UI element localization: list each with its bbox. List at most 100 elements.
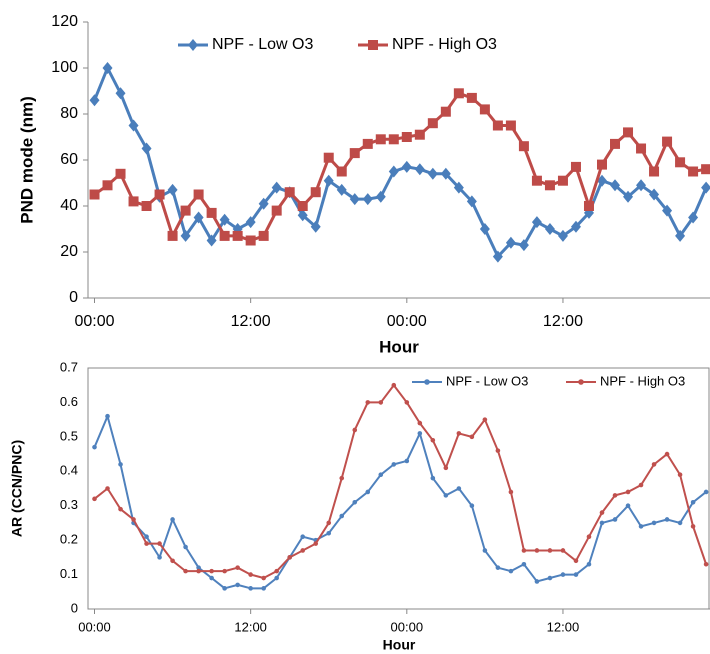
marker [258, 197, 269, 210]
legend-label: NPF - High O3 [392, 36, 497, 53]
marker [391, 462, 397, 467]
marker [258, 230, 269, 241]
marker [610, 138, 621, 149]
marker [375, 134, 386, 145]
marker [596, 159, 607, 170]
marker [401, 160, 412, 173]
marker [638, 524, 644, 529]
y-tick-label: 100 [51, 59, 78, 76]
marker [362, 138, 373, 149]
marker [492, 120, 503, 131]
marker [469, 434, 475, 440]
marker [443, 465, 449, 471]
marker [690, 499, 696, 505]
marker [284, 187, 295, 198]
marker [612, 493, 618, 498]
marker [89, 94, 100, 107]
marker [235, 565, 240, 570]
legend-marker [368, 40, 378, 50]
y-tick-label: 20 [60, 243, 78, 260]
x-tick-label: 00:00 [74, 313, 114, 330]
marker [349, 148, 360, 159]
marker [339, 513, 345, 519]
marker [362, 193, 373, 206]
marker [391, 382, 397, 388]
marker [349, 193, 360, 206]
marker [636, 143, 647, 154]
marker [310, 187, 321, 198]
marker [300, 548, 306, 553]
marker [313, 541, 319, 546]
marker [505, 236, 516, 249]
marker [222, 586, 227, 591]
marker [297, 209, 308, 222]
marker [508, 489, 514, 495]
marker [677, 520, 683, 526]
marker [404, 458, 410, 464]
y-tick-label: 40 [60, 197, 78, 214]
marker [531, 175, 542, 186]
y-tick-label: 0 [71, 600, 78, 615]
marker [662, 204, 673, 217]
marker [482, 417, 488, 422]
marker [297, 201, 308, 211]
y-tick-label: 0.1 [60, 566, 78, 581]
marker [570, 161, 581, 172]
marker [235, 582, 240, 588]
x-tick-label: 12:00 [231, 313, 271, 330]
legend-marker [578, 379, 584, 385]
plot-frame [87, 367, 710, 610]
marker [92, 444, 97, 450]
marker [534, 548, 540, 553]
marker [547, 548, 553, 553]
y-axis-title: PND mode (nm) [17, 96, 36, 224]
marker [623, 190, 634, 203]
marker [651, 520, 657, 526]
marker [453, 181, 464, 194]
marker [573, 572, 579, 577]
marker [206, 207, 217, 218]
marker [492, 250, 503, 263]
marker [544, 223, 555, 235]
marker [352, 499, 358, 505]
marker [274, 575, 279, 581]
marker [414, 129, 425, 140]
marker [430, 438, 436, 443]
marker [688, 211, 699, 224]
marker [482, 548, 488, 553]
marker [586, 534, 592, 539]
marker [92, 496, 97, 502]
marker [144, 534, 149, 539]
marker [89, 189, 100, 200]
x-axis-title: Hour [383, 637, 416, 653]
marker [521, 561, 527, 567]
y-tick-label: 0.3 [60, 497, 78, 512]
marker [649, 166, 660, 177]
marker [430, 475, 436, 481]
marker [245, 216, 256, 229]
marker [675, 157, 686, 168]
marker [440, 167, 451, 180]
marker [365, 400, 371, 405]
marker [495, 448, 501, 453]
marker [248, 586, 253, 591]
marker [128, 119, 139, 132]
marker [495, 565, 501, 570]
marker [287, 555, 292, 560]
marker [701, 164, 710, 175]
marker [323, 174, 334, 187]
marker [388, 134, 399, 145]
marker [323, 152, 334, 163]
marker [219, 213, 230, 226]
marker [105, 413, 110, 419]
marker [271, 181, 282, 194]
marker [157, 541, 162, 546]
marker [664, 517, 670, 522]
x-tick-label: 12:00 [543, 313, 583, 330]
marker [167, 183, 178, 196]
legend-label: NPF - High O3 [600, 373, 685, 388]
marker [261, 586, 266, 591]
marker [610, 179, 621, 192]
y-tick-label: 0.6 [60, 394, 78, 409]
marker [326, 530, 332, 536]
